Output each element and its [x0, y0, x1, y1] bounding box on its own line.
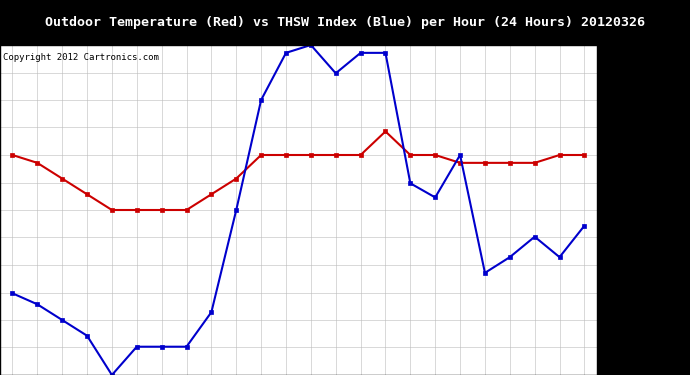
Text: 34.5: 34.5 — [620, 205, 645, 215]
Text: 38.0: 38.0 — [620, 150, 645, 160]
Text: 27.5: 27.5 — [620, 315, 645, 325]
Text: 25.8: 25.8 — [620, 342, 645, 352]
Text: Outdoor Temperature (Red) vs THSW Index (Blue) per Hour (24 Hours) 20120326: Outdoor Temperature (Red) vs THSW Index … — [45, 16, 645, 29]
Text: 32.8: 32.8 — [620, 232, 645, 242]
Text: 29.2: 29.2 — [620, 288, 645, 298]
Text: 31.0: 31.0 — [620, 260, 645, 270]
Text: Copyright 2012 Cartronics.com: Copyright 2012 Cartronics.com — [3, 53, 159, 62]
Text: 43.2: 43.2 — [620, 68, 645, 78]
Text: 45.0: 45.0 — [620, 40, 645, 50]
Text: 36.2: 36.2 — [620, 178, 645, 188]
Text: 39.8: 39.8 — [620, 122, 645, 132]
Text: 41.5: 41.5 — [620, 95, 645, 105]
Text: 24.0: 24.0 — [620, 370, 645, 375]
